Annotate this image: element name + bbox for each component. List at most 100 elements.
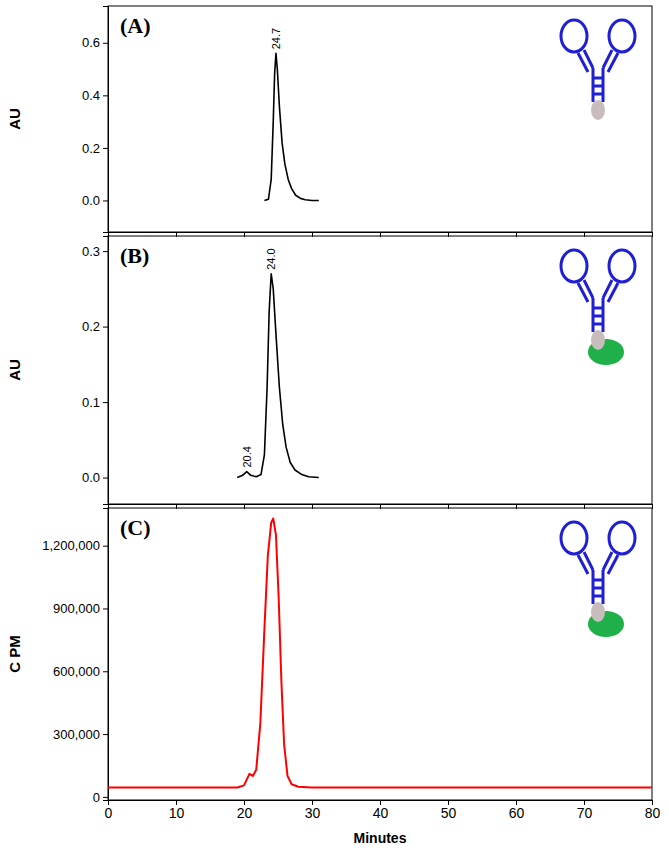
- trace: [264, 53, 318, 200]
- x-tick-label: 50: [441, 805, 457, 821]
- x-tick: 20: [237, 800, 253, 821]
- antibody-icon: [561, 522, 635, 637]
- panel-frame: [108, 508, 652, 800]
- y-tick-mark: [103, 671, 108, 672]
- antibody-arm: [609, 250, 635, 282]
- y-tick: 0.0: [82, 193, 108, 208]
- x-tick: 30: [305, 800, 321, 821]
- y-tick-label: 0.2: [82, 319, 100, 334]
- x-tick: 80: [645, 800, 661, 821]
- antibody-chain: [578, 53, 588, 72]
- antibody-chain: [578, 283, 588, 302]
- peak-label: 20.4: [241, 446, 253, 467]
- y-tick-mark: [103, 95, 108, 96]
- x-axis: 01020304050607080: [105, 800, 661, 821]
- y-tick: 0: [93, 790, 108, 805]
- y-tick-label: 0.6: [82, 35, 100, 50]
- y-tick-mark: [103, 478, 108, 479]
- antibody-chain: [578, 555, 588, 574]
- y-tick-label: 0.3: [82, 244, 100, 259]
- fc-region: [591, 100, 605, 120]
- y-tick: 0.3: [82, 244, 108, 259]
- y-tick-label: 1,200,000: [42, 538, 100, 553]
- y-tick-label: 0.2: [82, 141, 100, 156]
- y-tick: 300,000: [53, 727, 108, 742]
- antibody-arm: [561, 250, 587, 282]
- plot-area: [264, 53, 318, 200]
- y-tick-label: 0: [93, 790, 100, 805]
- y-tick-label: 600,000: [53, 664, 100, 679]
- y-tick-label: 0.4: [82, 88, 100, 103]
- x-tick-label: 60: [509, 805, 525, 821]
- y-tick: 0.2: [82, 141, 108, 156]
- y-tick-mark: [103, 200, 108, 201]
- peak-label: 24.0: [265, 248, 277, 269]
- y-tick-label: 0.0: [82, 193, 100, 208]
- x-tick: 0: [105, 800, 113, 821]
- x-tick-label: 10: [169, 805, 185, 821]
- x-axis-title: Minutes: [354, 830, 407, 846]
- y-tick-mark: [103, 734, 108, 735]
- antibody-stem: [593, 68, 603, 102]
- y-tick: 0.0: [82, 470, 108, 485]
- panel-letter: (B): [120, 243, 149, 268]
- panel-frame: [108, 236, 652, 504]
- y-tick-mark: [103, 608, 108, 609]
- x-tick-label: 40: [373, 805, 389, 821]
- y-tick-label: 0.0: [82, 470, 100, 485]
- y-tick-mark: [103, 251, 108, 252]
- y-axis: 0 300,000 600,000 900,000 1,200,000: [42, 509, 108, 805]
- x-tick: 60: [509, 800, 525, 821]
- antibody-chain: [608, 53, 618, 72]
- antibody-bond: [593, 85, 603, 88]
- y-axis: 0.0 0.2 0.4 0.6: [82, 7, 109, 233]
- x-tick: 40: [373, 800, 389, 821]
- panel-letter: (C): [120, 515, 151, 540]
- y-axis-line: [103, 509, 109, 801]
- y-tick: 0.6: [82, 35, 108, 50]
- antibody-bond: [593, 307, 603, 310]
- y-tick-mark: [103, 546, 108, 547]
- x-tick: 50: [441, 800, 457, 821]
- panel: 0.00.10.20.324.020.4AU(B): [6, 236, 653, 509]
- antibody-chain: [608, 555, 618, 574]
- y-tick: 0.2: [82, 319, 108, 334]
- x-tick-label: 20: [237, 805, 253, 821]
- x-tick-label: 80: [645, 805, 661, 821]
- y-axis-title: C PM: [6, 635, 23, 673]
- y-tick: 1,200,000: [42, 538, 108, 553]
- y-tick-mark: [103, 402, 108, 403]
- plot-area: [237, 274, 319, 478]
- antibody-bond: [593, 93, 603, 96]
- fc-region: [591, 602, 605, 622]
- y-tick: 900,000: [53, 601, 108, 616]
- figure: 0.00.20.40.624.7AU(A)0.00.10.20.324.020.…: [0, 0, 669, 852]
- antibody-bond: [593, 77, 603, 80]
- antibody-bond: [593, 315, 603, 318]
- antibody-bond: [593, 595, 603, 598]
- y-tick-mark: [103, 797, 108, 798]
- antibody-stem: [593, 570, 603, 604]
- panel: 010203040506070800300,000600,000900,0001…: [6, 508, 661, 846]
- trace: [108, 518, 652, 787]
- y-tick-label: 0.1: [82, 395, 100, 410]
- panel-frame: [108, 6, 652, 232]
- y-axis-line: [103, 7, 109, 233]
- y-tick-label: 900,000: [53, 601, 100, 616]
- antibody-arm: [609, 20, 635, 52]
- y-tick-mark: [103, 327, 108, 328]
- antibody-icon: [561, 250, 635, 365]
- antibody-bond: [593, 579, 603, 582]
- y-axis: 0.0 0.1 0.2 0.3: [82, 237, 109, 505]
- peak-label: 24.7: [270, 28, 282, 49]
- y-tick: 0.4: [82, 88, 108, 103]
- y-tick-mark: [103, 148, 108, 149]
- y-tick: 0.1: [82, 395, 108, 410]
- trace: [237, 274, 319, 478]
- antibody-bond: [593, 587, 603, 590]
- y-tick-mark: [103, 43, 108, 44]
- antibody-arm: [561, 20, 587, 52]
- antibody-arm: [609, 522, 635, 554]
- y-tick-label: 300,000: [53, 727, 100, 742]
- x-tick-label: 0: [105, 805, 113, 821]
